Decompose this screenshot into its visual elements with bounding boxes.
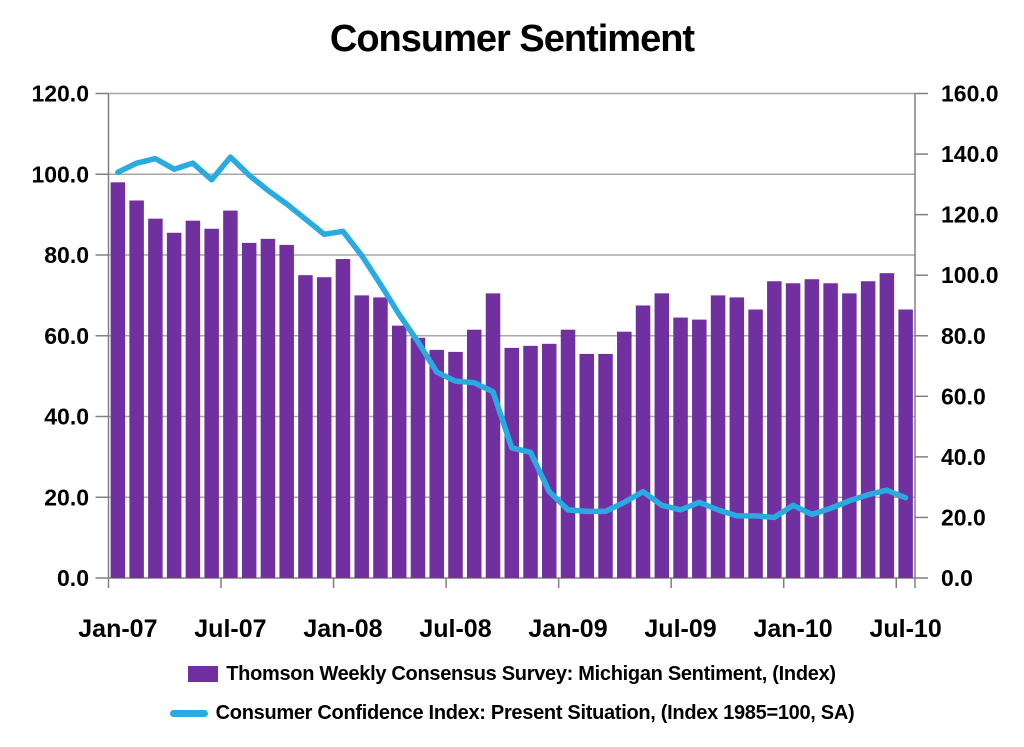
bar <box>429 349 444 578</box>
bar <box>523 345 538 578</box>
legend-item-line: Consumer Confidence Index: Present Situa… <box>0 698 1024 728</box>
bar <box>129 200 144 578</box>
bar <box>748 309 763 578</box>
bar <box>692 319 707 578</box>
y-axis-right-label: 120.0 <box>941 202 999 228</box>
y-axis-right-label: 0.0 <box>941 565 973 591</box>
bar <box>804 279 820 578</box>
bar <box>279 244 294 578</box>
y-axis-left-label: 80.0 <box>44 242 89 268</box>
x-axis-label: Jan-09 <box>528 615 607 643</box>
bar <box>767 281 782 578</box>
bar <box>617 331 632 578</box>
bar <box>560 329 576 578</box>
bar <box>241 242 257 578</box>
bar <box>410 337 426 578</box>
y-axis-right-label: 160.0 <box>941 81 999 107</box>
bar <box>485 293 501 578</box>
line-series-swatch <box>169 709 208 717</box>
bar <box>504 347 519 578</box>
bar <box>148 218 163 578</box>
bar <box>598 353 613 578</box>
bar <box>110 182 126 578</box>
y-axis-left-label: 60.0 <box>44 323 89 349</box>
y-axis-right-label: 80.0 <box>941 323 986 349</box>
y-axis-left-label: 40.0 <box>44 404 89 430</box>
bar <box>785 283 801 578</box>
bar <box>842 293 857 578</box>
bar <box>654 293 670 578</box>
x-axis-label: Jul-08 <box>419 615 491 643</box>
bar <box>710 295 726 578</box>
x-axis-label: Jan-07 <box>78 615 157 643</box>
y-axis-right-label: 140.0 <box>941 141 999 167</box>
bar <box>879 273 895 578</box>
bar <box>391 325 407 578</box>
bar <box>860 281 876 578</box>
x-axis-label: Jul-10 <box>869 615 941 643</box>
bar <box>729 297 745 578</box>
bar <box>542 343 557 578</box>
y-axis-left-label: 100.0 <box>31 161 89 187</box>
y-axis-left-label: 120.0 <box>31 81 89 107</box>
bar <box>354 295 369 578</box>
bar <box>898 309 913 578</box>
legend-label-line: Consumer Confidence Index: Present Situa… <box>215 701 855 724</box>
bar-series-swatch <box>188 666 219 682</box>
bar <box>823 283 838 578</box>
bar <box>204 228 219 578</box>
bar <box>448 351 463 578</box>
y-axis-right-label: 100.0 <box>941 262 999 288</box>
bar <box>260 238 276 578</box>
x-axis-label: Jul-07 <box>194 615 266 643</box>
y-axis-left-label: 0.0 <box>57 565 89 591</box>
chart-title: Consumer Sentiment <box>329 18 695 60</box>
bar <box>316 277 332 578</box>
bar <box>298 275 313 578</box>
bar <box>185 220 201 578</box>
legend-item-bars: Thomson Weekly Consensus Survey: Michiga… <box>0 659 1024 689</box>
x-axis-label: Jan-10 <box>753 615 832 643</box>
x-axis-label: Jan-08 <box>303 615 382 643</box>
bar <box>335 259 351 578</box>
bar <box>673 317 688 578</box>
bar <box>466 329 482 578</box>
bar <box>635 305 651 578</box>
bar <box>166 232 182 578</box>
bar <box>373 297 388 578</box>
y-axis-right-label: 40.0 <box>941 444 986 470</box>
y-axis-right-label: 20.0 <box>941 504 986 530</box>
bar <box>579 353 595 578</box>
x-axis-label: Jul-09 <box>644 615 716 643</box>
confidence-line <box>115 154 909 521</box>
bar <box>223 210 238 578</box>
y-axis-right-label: 60.0 <box>941 383 986 409</box>
legend-label-bars: Thomson Weekly Consensus Survey: Michiga… <box>226 662 836 685</box>
y-axis-left-label: 20.0 <box>44 484 89 510</box>
